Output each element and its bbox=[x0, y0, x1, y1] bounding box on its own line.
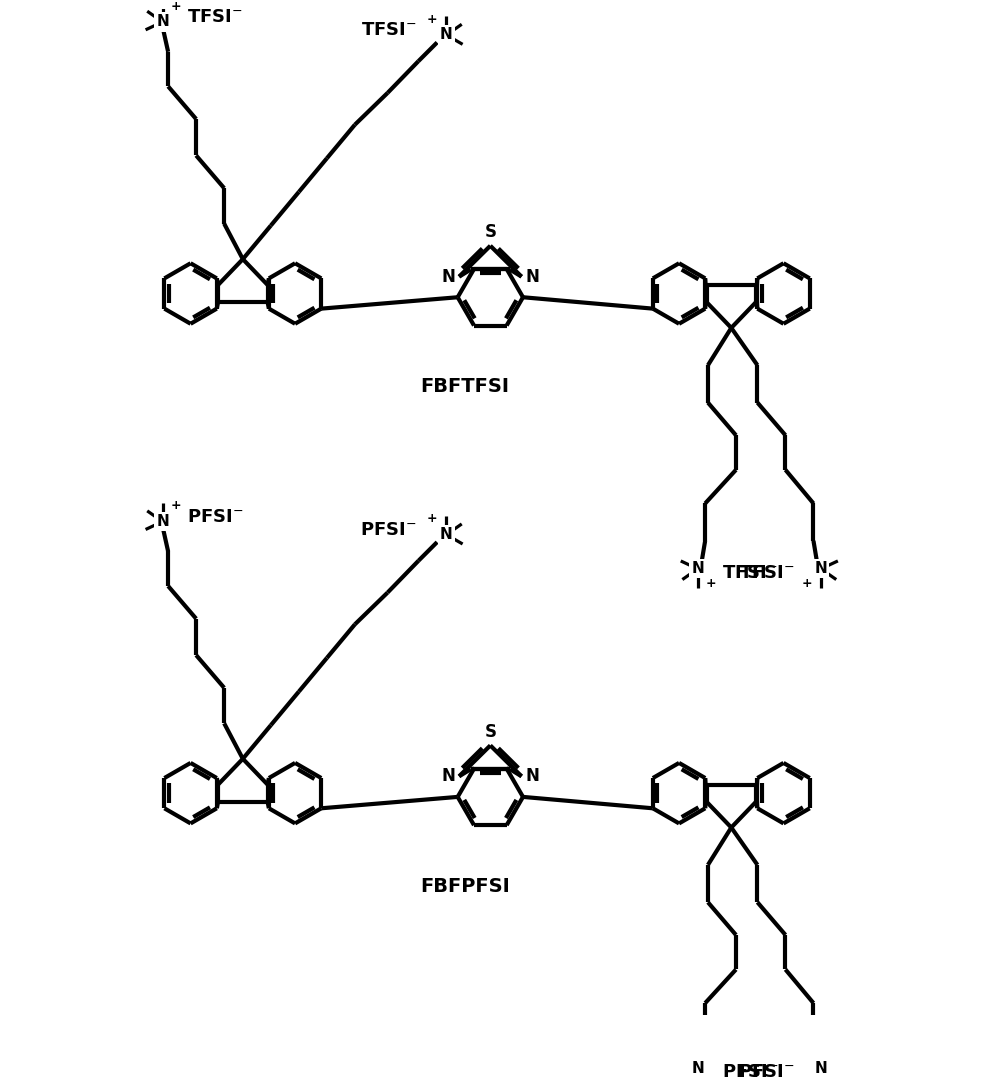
Text: N: N bbox=[441, 527, 452, 542]
Text: N: N bbox=[156, 14, 169, 29]
Text: PFSI$^{-}$: PFSI$^{-}$ bbox=[360, 521, 417, 539]
Text: +: + bbox=[802, 578, 812, 591]
Text: +: + bbox=[427, 13, 438, 26]
Text: N: N bbox=[442, 768, 455, 785]
Text: PFSI$^{-}$: PFSI$^{-}$ bbox=[187, 508, 244, 526]
Text: N: N bbox=[815, 562, 828, 577]
Text: N: N bbox=[442, 267, 455, 286]
Text: N: N bbox=[441, 28, 452, 42]
Text: +: + bbox=[427, 512, 438, 525]
Text: TFSI$^{-}$: TFSI$^{-}$ bbox=[722, 564, 777, 581]
Text: TFSI$^{-}$: TFSI$^{-}$ bbox=[187, 9, 243, 26]
Text: +: + bbox=[706, 578, 716, 591]
Text: TFSI$^{-}$: TFSI$^{-}$ bbox=[740, 564, 795, 581]
Text: N: N bbox=[526, 267, 540, 286]
Text: N: N bbox=[156, 514, 169, 529]
Text: S: S bbox=[484, 722, 496, 741]
Text: FBFTFSI: FBFTFSI bbox=[421, 377, 509, 397]
Text: N: N bbox=[691, 562, 704, 577]
Text: +: + bbox=[170, 0, 181, 13]
Text: N: N bbox=[815, 1061, 828, 1076]
Text: N: N bbox=[526, 768, 540, 785]
Text: TFSI$^{-}$: TFSI$^{-}$ bbox=[361, 22, 417, 39]
Text: N: N bbox=[691, 1061, 704, 1076]
Text: +: + bbox=[170, 499, 181, 512]
Text: FBFPFSI: FBFPFSI bbox=[421, 877, 510, 896]
Text: PFSI$^{-}$: PFSI$^{-}$ bbox=[739, 1063, 795, 1078]
Text: S: S bbox=[484, 223, 496, 241]
Text: PFSI$^{-}$: PFSI$^{-}$ bbox=[722, 1063, 778, 1078]
